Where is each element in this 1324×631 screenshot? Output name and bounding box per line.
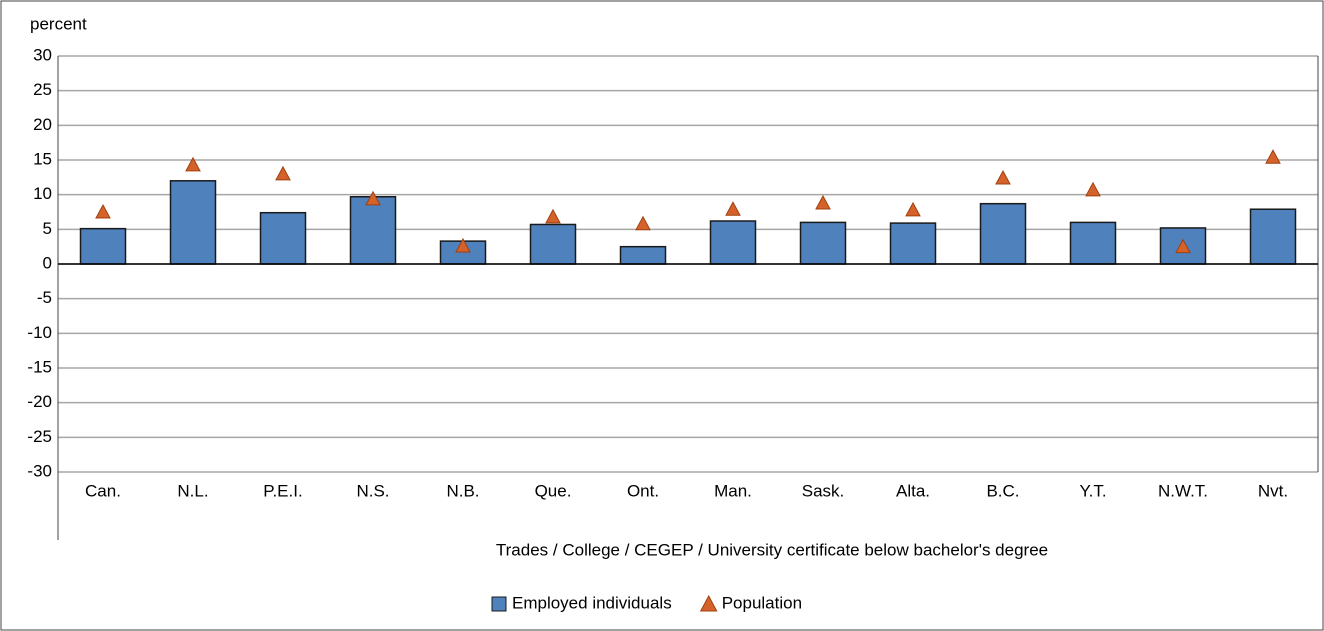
bar (349, 195, 397, 265)
x-tick-label: Sask. (802, 481, 845, 500)
x-tick-label: Que. (535, 481, 572, 500)
x-tick-label: N.L. (177, 481, 208, 500)
marker (635, 215, 651, 231)
y-tick-label: -30 (27, 461, 52, 480)
bar (799, 221, 847, 265)
legend-swatch (699, 594, 718, 612)
bar (79, 227, 127, 265)
y-axis-title: percent (30, 14, 87, 33)
x-tick-label: N.S. (356, 481, 389, 500)
x-tick-label: Alta. (896, 481, 930, 500)
y-tick-label: 25 (33, 80, 52, 99)
bar (529, 223, 577, 265)
marker (1265, 149, 1281, 164)
bar (259, 211, 307, 265)
x-tick-label: Nvt. (1258, 481, 1288, 500)
legend-label: Population (722, 593, 802, 612)
x-tick-label: Ont. (627, 481, 659, 500)
marker (455, 237, 471, 253)
x-axis-title: Trades / College / CEGEP / University ce… (496, 540, 1048, 559)
bar (169, 180, 217, 265)
y-tick-label: 5 (43, 219, 52, 238)
x-tick-label: P.E.I. (263, 481, 302, 500)
y-tick-label: -5 (37, 288, 52, 307)
marker (545, 208, 561, 224)
x-tick-label: N.B. (446, 481, 479, 500)
marker (1085, 181, 1101, 197)
marker (95, 203, 111, 219)
x-tick-label: B.C. (986, 481, 1019, 500)
marker (275, 165, 291, 181)
marker (905, 201, 921, 217)
y-tick-label: 30 (33, 45, 52, 64)
x-tick-label: Man. (714, 481, 752, 500)
marker (725, 201, 741, 216)
y-tick-label: 10 (33, 184, 52, 203)
bar (979, 202, 1027, 265)
marker (995, 169, 1011, 185)
y-tick-label: -15 (27, 357, 52, 376)
legend-label: Employed individuals (512, 593, 672, 612)
x-tick-label: N.W.T. (1158, 481, 1208, 500)
bar (1249, 208, 1297, 265)
y-tick-label: -25 (27, 427, 52, 446)
y-tick-label: -20 (27, 392, 52, 411)
x-tick-label: Can. (85, 481, 121, 500)
marker (815, 194, 831, 210)
bar (619, 245, 667, 265)
y-tick-label: -10 (27, 323, 52, 342)
bar (709, 220, 757, 265)
y-tick-label: 0 (43, 253, 52, 272)
bar (1069, 221, 1117, 265)
legend-swatch (491, 596, 507, 612)
y-tick-label: 15 (33, 149, 52, 168)
marker (365, 190, 381, 206)
marker (1175, 238, 1191, 254)
x-tick-label: Y.T. (1079, 481, 1106, 500)
marker (185, 156, 201, 172)
bar (889, 222, 937, 265)
y-tick-label: 20 (33, 115, 52, 134)
